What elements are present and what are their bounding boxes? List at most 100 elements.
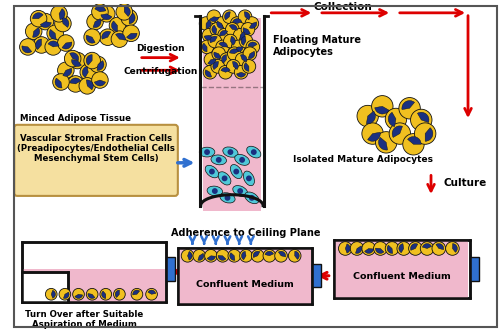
FancyBboxPatch shape	[14, 125, 178, 196]
Wedge shape	[240, 55, 247, 62]
Circle shape	[218, 65, 232, 79]
Circle shape	[109, 17, 126, 34]
Wedge shape	[132, 290, 140, 295]
Wedge shape	[224, 12, 230, 20]
Text: Floating Mature
Adipocytes: Floating Mature Adipocytes	[274, 35, 362, 57]
Circle shape	[224, 195, 230, 201]
Circle shape	[92, 72, 108, 88]
Wedge shape	[378, 137, 388, 150]
Circle shape	[263, 249, 276, 262]
Wedge shape	[63, 68, 72, 76]
Wedge shape	[410, 243, 418, 250]
Ellipse shape	[205, 165, 218, 178]
Wedge shape	[115, 290, 119, 298]
Wedge shape	[55, 78, 62, 88]
Circle shape	[408, 242, 422, 255]
Circle shape	[210, 23, 224, 36]
Circle shape	[146, 288, 158, 300]
Wedge shape	[212, 25, 217, 34]
Text: Confluent Medium: Confluent Medium	[353, 273, 450, 282]
Wedge shape	[112, 21, 117, 31]
Circle shape	[51, 6, 68, 22]
Text: Vascular Stromal Fraction Cells
(Preadipocytes/Endothelial Cells
Mesenchymal Ste: Vascular Stromal Fraction Cells (Preadip…	[17, 134, 175, 163]
Circle shape	[274, 249, 287, 262]
Circle shape	[64, 50, 81, 67]
Circle shape	[241, 23, 255, 36]
Circle shape	[87, 13, 104, 30]
Circle shape	[228, 47, 241, 60]
Wedge shape	[94, 80, 106, 86]
Wedge shape	[244, 63, 249, 71]
Circle shape	[385, 108, 406, 130]
Wedge shape	[32, 27, 40, 37]
Circle shape	[403, 134, 424, 155]
Circle shape	[216, 40, 230, 54]
Wedge shape	[418, 112, 429, 123]
FancyBboxPatch shape	[203, 18, 260, 211]
Ellipse shape	[220, 193, 235, 203]
Wedge shape	[62, 18, 69, 27]
Circle shape	[234, 28, 247, 42]
Wedge shape	[248, 51, 255, 59]
Circle shape	[372, 96, 393, 117]
Circle shape	[222, 175, 228, 181]
Wedge shape	[213, 61, 218, 69]
Circle shape	[47, 25, 64, 41]
Bar	[180, 247, 311, 304]
Circle shape	[385, 242, 399, 255]
Wedge shape	[206, 20, 211, 28]
Wedge shape	[32, 13, 43, 19]
Wedge shape	[102, 291, 106, 299]
Wedge shape	[408, 137, 421, 144]
Circle shape	[193, 249, 205, 262]
Wedge shape	[452, 243, 458, 253]
Circle shape	[376, 132, 397, 153]
Circle shape	[200, 17, 213, 30]
Text: Minced Adipose Tissue: Minced Adipose Tissue	[20, 114, 131, 123]
Circle shape	[84, 29, 100, 45]
Wedge shape	[242, 251, 246, 260]
Circle shape	[357, 105, 378, 127]
Wedge shape	[22, 46, 32, 53]
Circle shape	[208, 34, 222, 48]
Circle shape	[131, 288, 143, 300]
Wedge shape	[82, 66, 88, 77]
Circle shape	[46, 288, 57, 300]
Circle shape	[251, 149, 256, 155]
Circle shape	[239, 157, 245, 163]
Circle shape	[237, 188, 243, 194]
Circle shape	[100, 29, 116, 45]
Ellipse shape	[200, 147, 215, 157]
Wedge shape	[208, 59, 216, 64]
Wedge shape	[240, 31, 245, 40]
Wedge shape	[210, 36, 218, 43]
Wedge shape	[202, 43, 207, 52]
Circle shape	[240, 249, 252, 262]
Wedge shape	[97, 60, 104, 70]
Circle shape	[84, 52, 100, 69]
Ellipse shape	[244, 192, 259, 204]
Circle shape	[234, 169, 239, 174]
Wedge shape	[48, 41, 59, 47]
Circle shape	[243, 47, 256, 60]
Circle shape	[211, 59, 224, 73]
Text: Confluent Medium: Confluent Medium	[196, 280, 294, 289]
Wedge shape	[425, 128, 433, 141]
Wedge shape	[222, 55, 226, 63]
Wedge shape	[218, 256, 226, 260]
Circle shape	[86, 288, 98, 300]
Text: Collection: Collection	[314, 2, 372, 12]
Wedge shape	[36, 39, 42, 49]
Circle shape	[252, 249, 264, 262]
Circle shape	[218, 28, 232, 42]
Wedge shape	[86, 80, 93, 90]
Circle shape	[204, 149, 210, 155]
Circle shape	[446, 242, 459, 255]
Circle shape	[228, 149, 234, 155]
Circle shape	[54, 15, 71, 32]
Wedge shape	[216, 21, 224, 28]
Circle shape	[98, 6, 115, 22]
Wedge shape	[124, 6, 130, 16]
Circle shape	[389, 123, 410, 144]
Text: Digestion: Digestion	[136, 44, 184, 53]
